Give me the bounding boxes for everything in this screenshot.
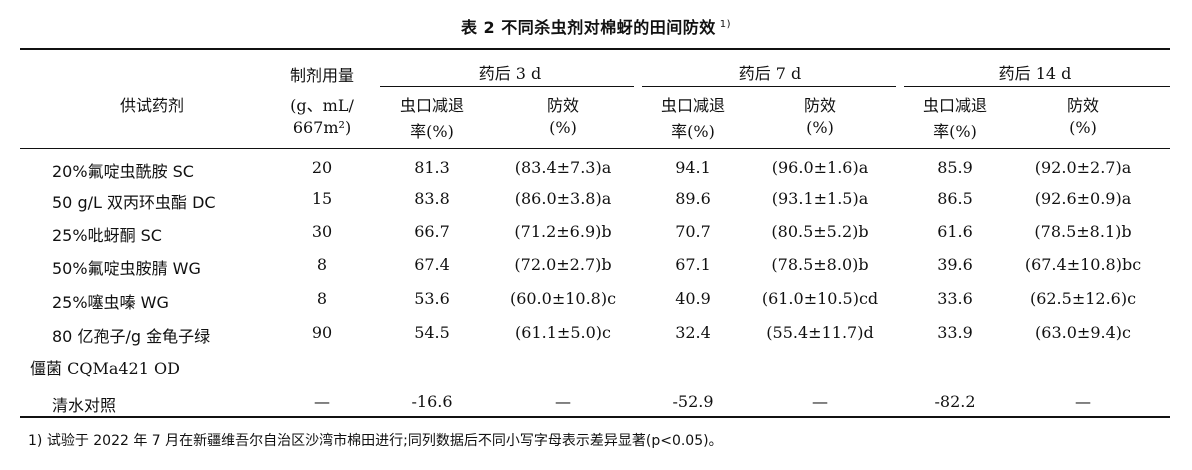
table-title: 表 2 不同杀虫剂对棉蚜的田间防效	[460, 18, 716, 37]
header-reduction-3d-line1: 虫口减退	[399, 96, 465, 115]
cell-efficacy-14d: (92.6±0.9)a	[1034, 189, 1132, 208]
cell-efficacy-7d: (96.0±1.6)a	[771, 158, 869, 177]
cell-reduction-7d: -52.9	[672, 392, 714, 411]
cell-efficacy-3d: (86.0±3.8)a	[514, 189, 612, 208]
cell-reduction-3d: 66.7	[414, 222, 450, 241]
cell-agent: 80 亿孢子/g 金龟子绿	[52, 327, 211, 346]
cell-reduction-7d: 89.6	[675, 189, 711, 208]
footnote-mark: 1)	[719, 18, 732, 30]
header-reduction-7d-line1: 虫口减退	[660, 96, 726, 115]
cell-agent-continued: 僵菌 CQMa421 OD	[30, 359, 180, 378]
cell-efficacy-14d: (67.4±10.8)bc	[1024, 255, 1142, 274]
cell-efficacy-14d: (92.0±2.7)a	[1034, 158, 1132, 177]
cell-reduction-3d: 67.4	[414, 255, 450, 274]
cell-reduction-14d: -82.2	[934, 392, 976, 411]
cell-reduction-3d: 53.6	[414, 289, 450, 308]
cell-efficacy-14d: —	[1075, 392, 1091, 411]
cell-dose: 8	[316, 289, 328, 308]
header-dose-line2: (g、mL/	[290, 96, 354, 115]
header-dose-line1: 制剂用量	[289, 66, 355, 85]
group-rule-3d	[380, 86, 634, 87]
cell-reduction-3d: -16.6	[411, 392, 453, 411]
header-reduction-14d-line1: 虫口减退	[922, 96, 988, 115]
cell-reduction-7d: 40.9	[675, 289, 711, 308]
cell-dose: 15	[311, 189, 333, 208]
cell-reduction-7d: 70.7	[675, 222, 711, 241]
cell-efficacy-3d: (61.1±5.0)c	[515, 323, 611, 342]
cell-reduction-14d: 39.6	[937, 255, 973, 274]
cell-agent: 20%氟啶虫酰胺 SC	[52, 162, 194, 181]
cell-dose: —	[314, 392, 330, 411]
group-rule-7d	[642, 86, 896, 87]
cell-efficacy-3d: (60.0±10.8)c	[509, 289, 617, 308]
cell-reduction-14d: 33.6	[937, 289, 973, 308]
cell-efficacy-7d: (93.1±1.5)a	[771, 189, 869, 208]
header-rule	[20, 148, 1170, 149]
header-efficacy-14d-line1: 防效	[1066, 96, 1100, 115]
cell-efficacy-7d: (80.5±5.2)b	[771, 222, 869, 241]
cell-reduction-7d: 67.1	[675, 255, 711, 274]
bottom-rule	[20, 416, 1170, 418]
cell-efficacy-7d: (78.5±8.0)b	[771, 255, 869, 274]
top-rule	[20, 48, 1170, 50]
cell-reduction-7d: 94.1	[675, 158, 711, 177]
cell-efficacy-3d: —	[555, 392, 571, 411]
cell-dose: 90	[311, 323, 333, 342]
header-group-3d: 药后 3 d	[478, 64, 542, 83]
cell-efficacy-14d: (62.5±12.6)c	[1029, 289, 1137, 308]
cell-efficacy-14d: (78.5±8.1)b	[1034, 222, 1132, 241]
header-efficacy-7d-line2: (%)	[806, 118, 834, 137]
cell-reduction-7d: 32.4	[675, 323, 711, 342]
header-efficacy-3d-line2: (%)	[549, 118, 577, 137]
cell-reduction-14d: 61.6	[937, 222, 973, 241]
cell-reduction-14d: 33.9	[937, 323, 973, 342]
cell-dose: 8	[316, 255, 328, 274]
cell-reduction-3d: 81.3	[414, 158, 450, 177]
header-group-7d: 药后 7 d	[738, 64, 802, 83]
cell-dose: 20	[311, 158, 333, 177]
cell-dose: 30	[311, 222, 333, 241]
cell-reduction-14d: 86.5	[937, 189, 973, 208]
cell-agent: 50 g/L 双丙环虫酯 DC	[52, 193, 216, 212]
cell-reduction-14d: 85.9	[937, 158, 973, 177]
header-reduction-14d-line2: 率(%)	[933, 122, 977, 141]
cell-efficacy-7d: (61.0±10.5)cd	[761, 289, 879, 308]
cell-reduction-3d: 83.8	[414, 189, 450, 208]
header-efficacy-7d-line1: 防效	[803, 96, 837, 115]
header-agent: 供试药剂	[119, 96, 185, 115]
table-caption: 表 2 不同杀虫剂对棉蚜的田间防效 1)	[0, 14, 1192, 38]
cell-agent: 50%氟啶虫胺腈 WG	[52, 259, 201, 278]
cell-efficacy-7d: (55.4±11.7)d	[766, 323, 874, 342]
group-rule-14d	[904, 86, 1170, 87]
header-reduction-7d-line2: 率(%)	[671, 122, 715, 141]
header-dose-line3: 667m²)	[292, 118, 352, 137]
cell-efficacy-14d: (63.0±9.4)c	[1035, 323, 1131, 342]
footnote: 1) 试验于 2022 年 7 月在新疆维吾尔自治区沙湾市棉田进行;同列数据后不…	[28, 433, 723, 449]
cell-efficacy-7d: —	[812, 392, 828, 411]
cell-agent: 25%噻虫嗪 WG	[52, 293, 169, 312]
cell-efficacy-3d: (72.0±2.7)b	[514, 255, 612, 274]
header-efficacy-14d-line2: (%)	[1069, 118, 1097, 137]
cell-efficacy-3d: (83.4±7.3)a	[514, 158, 612, 177]
header-efficacy-3d-line1: 防效	[546, 96, 580, 115]
cell-reduction-3d: 54.5	[414, 323, 450, 342]
header-group-14d: 药后 14 d	[998, 64, 1072, 83]
cell-agent: 25%吡蚜酮 SC	[52, 226, 162, 245]
header-reduction-3d-line2: 率(%)	[410, 122, 454, 141]
cell-efficacy-3d: (71.2±6.9)b	[514, 222, 612, 241]
cell-agent: 清水对照	[52, 396, 117, 415]
